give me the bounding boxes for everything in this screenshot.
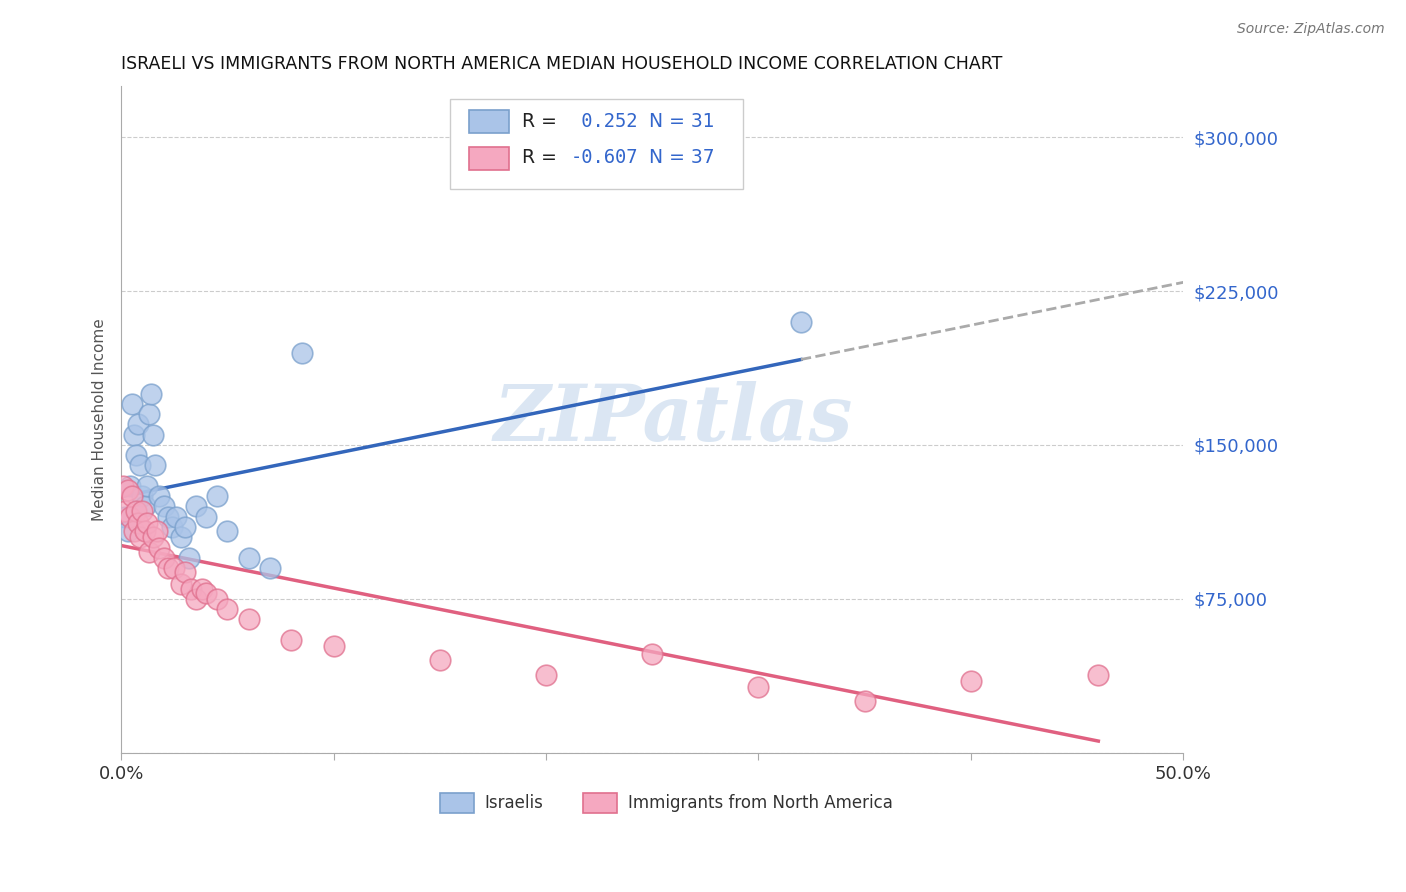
Point [142, 427, 165, 442]
Text: ZIPatlas: ZIPatlas [494, 381, 853, 458]
Point [156, 509, 179, 524]
FancyBboxPatch shape [450, 99, 742, 189]
Point [217, 524, 239, 538]
Point [1087, 667, 1109, 681]
FancyBboxPatch shape [468, 147, 509, 169]
Point [134, 524, 156, 538]
Point [148, 541, 170, 555]
Point [156, 561, 179, 575]
Point [127, 516, 149, 530]
Point [184, 591, 207, 606]
Point [238, 550, 260, 565]
Point [184, 500, 207, 514]
Point [534, 667, 557, 681]
Point [790, 315, 813, 329]
Point [114, 509, 136, 524]
FancyBboxPatch shape [440, 793, 474, 813]
Point [152, 500, 174, 514]
Point [641, 647, 664, 661]
Point [195, 585, 218, 599]
Text: -0.607: -0.607 [571, 148, 638, 168]
Point [152, 550, 174, 565]
Point [121, 489, 143, 503]
Text: R =: R = [522, 112, 557, 130]
Text: N = 31: N = 31 [650, 112, 714, 130]
Point [122, 524, 145, 538]
Text: 0.252: 0.252 [571, 112, 638, 130]
Point [117, 524, 139, 538]
Point [138, 544, 160, 558]
Point [217, 602, 239, 616]
Point [960, 673, 983, 688]
Point [180, 582, 202, 596]
Point [118, 479, 141, 493]
Point [174, 520, 197, 534]
Text: Israelis: Israelis [485, 794, 543, 812]
Point [127, 417, 149, 432]
Text: R =: R = [522, 148, 557, 168]
Point [205, 591, 228, 606]
Point [139, 386, 162, 401]
Point [138, 407, 160, 421]
Point [114, 503, 136, 517]
Point [170, 530, 193, 544]
Point [429, 653, 451, 667]
Point [146, 524, 169, 538]
Point [118, 509, 141, 524]
Point [291, 345, 314, 359]
Point [160, 520, 183, 534]
Y-axis label: Median Household Income: Median Household Income [93, 318, 107, 521]
Point [280, 632, 302, 647]
Text: Immigrants from North America: Immigrants from North America [628, 794, 893, 812]
Point [205, 489, 228, 503]
Point [131, 503, 153, 517]
FancyBboxPatch shape [583, 793, 617, 813]
Point [238, 612, 260, 626]
Text: Source: ZipAtlas.com: Source: ZipAtlas.com [1237, 22, 1385, 37]
Text: N = 37: N = 37 [650, 148, 714, 168]
Point [853, 694, 876, 708]
Point [129, 530, 152, 544]
Point [191, 582, 214, 596]
Point [143, 458, 166, 473]
Text: ISRAELI VS IMMIGRANTS FROM NORTH AMERICA MEDIAN HOUSEHOLD INCOME CORRELATION CHA: ISRAELI VS IMMIGRANTS FROM NORTH AMERICA… [121, 55, 1002, 73]
Point [165, 509, 187, 524]
Point [195, 509, 218, 524]
Point [134, 500, 156, 514]
Point [122, 427, 145, 442]
Point [129, 458, 152, 473]
Point [170, 577, 193, 591]
Point [112, 479, 135, 493]
Point [747, 680, 769, 694]
Point [148, 489, 170, 503]
Point [163, 561, 186, 575]
Point [179, 550, 201, 565]
Point [125, 448, 148, 462]
Point [135, 479, 157, 493]
Point [259, 561, 281, 575]
Point [142, 530, 165, 544]
Point [131, 489, 153, 503]
Point [117, 483, 139, 497]
Point [322, 639, 344, 653]
FancyBboxPatch shape [468, 111, 509, 133]
Point [121, 397, 143, 411]
Point [135, 516, 157, 530]
Point [125, 503, 148, 517]
Point [174, 565, 197, 579]
